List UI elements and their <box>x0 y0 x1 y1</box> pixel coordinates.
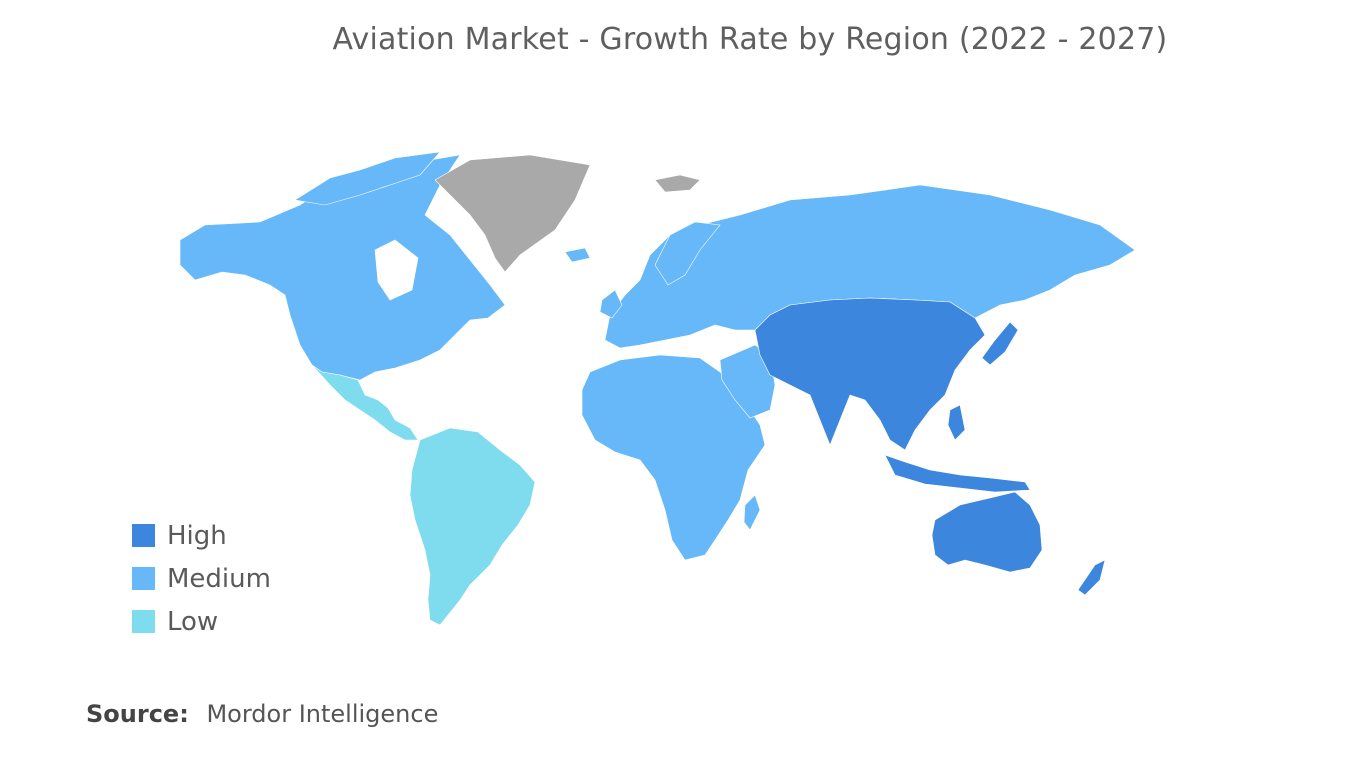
region-asia-pacific <box>754 297 1106 596</box>
chart-title: Aviation Market - Growth Rate by Region … <box>332 22 1168 57</box>
japan <box>981 321 1019 366</box>
region-europe <box>564 184 1136 349</box>
source-value: Mordor Intelligence <box>206 700 439 728</box>
australia-shape <box>931 491 1043 573</box>
madagascar <box>743 494 761 531</box>
asia-shape <box>754 297 986 451</box>
svalbard <box>654 174 701 193</box>
new-zealand <box>1077 559 1106 596</box>
legend-swatch-high <box>132 524 155 547</box>
philippines <box>947 404 966 441</box>
region-greenland <box>434 154 591 273</box>
legend-item-low: Low <box>132 600 271 643</box>
source-note: Source: Mordor Intelligence <box>86 700 438 728</box>
canadian-arctic-islands <box>294 151 441 206</box>
hudson-bay <box>374 239 419 301</box>
mexico-central-america-shape <box>311 364 419 441</box>
legend-label-medium: Medium <box>167 563 271 594</box>
scandinavia <box>654 221 721 286</box>
south-america-shape <box>409 427 536 626</box>
legend-swatch-low <box>132 610 155 633</box>
region-north-america <box>179 151 506 381</box>
legend-item-medium: Medium <box>132 557 271 600</box>
legend-swatch-medium <box>132 567 155 590</box>
region-latin-america <box>311 364 536 626</box>
legend: High Medium Low <box>132 514 271 643</box>
indonesia <box>884 454 1031 493</box>
legend-label-low: Low <box>167 606 219 637</box>
region-middle-east-africa <box>581 344 776 561</box>
legend-label-high: High <box>167 520 227 551</box>
iceland <box>564 247 591 263</box>
uk-ireland <box>599 289 623 319</box>
source-label: Source: <box>86 700 189 728</box>
africa-shape <box>581 354 766 561</box>
legend-item-high: High <box>132 514 271 557</box>
